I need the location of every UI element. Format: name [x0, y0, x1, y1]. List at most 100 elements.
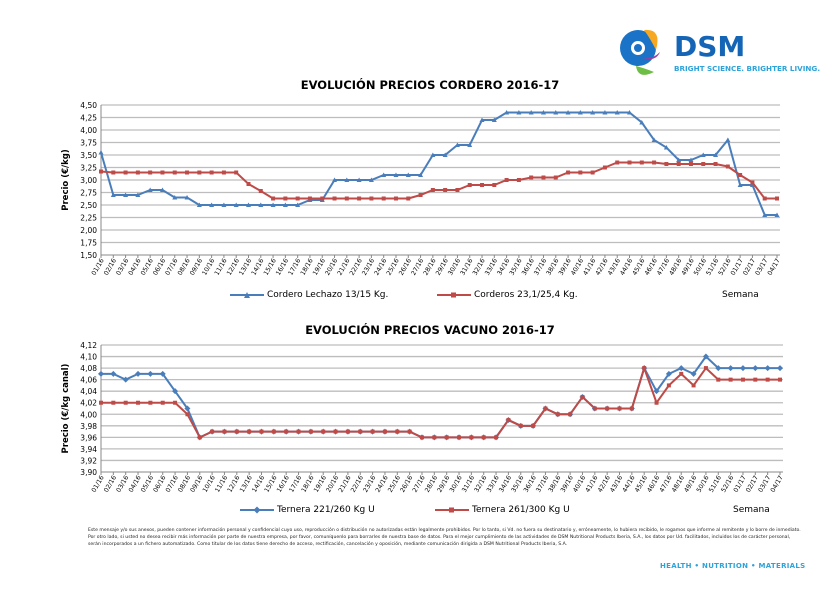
data-point: [271, 429, 276, 434]
legend-label-corderos: Corderos 23,1/25,4 Kg.: [474, 290, 578, 300]
data-point: [749, 182, 755, 187]
data-point: [234, 429, 239, 434]
data-point: [590, 110, 596, 115]
dsm-logo-mark-icon: [620, 29, 660, 75]
data-point: [332, 177, 338, 182]
data-point: [627, 110, 633, 115]
data-point: [555, 412, 560, 417]
data-point: [259, 429, 264, 434]
data-point: [762, 212, 768, 217]
data-point: [320, 196, 325, 201]
data-point: [197, 170, 202, 175]
data-point: [457, 435, 462, 440]
data-point: [258, 202, 264, 207]
data-point: [159, 187, 165, 192]
data-point: [210, 429, 215, 434]
y-tick-label: 4,02: [80, 399, 97, 408]
y-tick-label: 4,50: [80, 101, 97, 110]
y-tick-label: 4,08: [80, 364, 97, 373]
data-point: [123, 170, 128, 175]
data-point: [455, 188, 460, 192]
y-tick-label: 3,25: [80, 164, 97, 173]
data-point: [639, 120, 645, 125]
data-point: [233, 202, 239, 207]
data-point: [750, 180, 755, 185]
data-point: [617, 406, 622, 411]
data-point: [713, 162, 718, 166]
data-point: [209, 170, 214, 175]
data-point: [147, 187, 153, 192]
legend-swatch-lechazo: [230, 292, 264, 298]
data-point: [99, 169, 103, 174]
data-point: [209, 202, 215, 207]
data-point: [307, 196, 312, 201]
data-point: [344, 177, 350, 182]
y-tick-label: 3,50: [80, 151, 97, 160]
y-tick-label: 1,75: [80, 239, 97, 248]
legend-swatch-corderos: [437, 292, 471, 298]
data-point: [725, 137, 731, 142]
data-point: [357, 196, 362, 201]
legend-swatch-ternera-261: [435, 507, 469, 513]
data-point: [221, 202, 227, 207]
data-point: [715, 365, 722, 372]
chart-2-xlabel: Semana: [733, 505, 770, 515]
data-point: [321, 429, 326, 434]
data-point: [605, 406, 610, 411]
y-tick-label: 4,10: [80, 353, 97, 362]
data-point: [245, 202, 251, 207]
data-point: [651, 137, 657, 142]
data-point: [506, 418, 511, 423]
data-point: [123, 400, 128, 405]
footer-slogan: HEALTH • NUTRITION • MATERIALS: [660, 562, 806, 570]
data-point: [467, 183, 472, 187]
data-point: [295, 202, 301, 207]
data-point: [381, 172, 387, 177]
data-point: [345, 429, 350, 434]
logo-name: DSM: [674, 30, 746, 63]
y-tick-label: 3,75: [80, 139, 97, 148]
y-tick-label: 3,96: [80, 433, 97, 442]
series-line-0: [100, 111, 777, 216]
data-point: [491, 117, 497, 122]
data-point: [540, 110, 546, 115]
data-point: [753, 377, 758, 382]
data-point: [703, 366, 708, 371]
data-point: [652, 160, 657, 165]
x-tick-label: 04/17: [767, 258, 782, 277]
data-point: [234, 170, 239, 175]
data-point: [395, 429, 400, 434]
data-point: [701, 162, 706, 166]
y-tick-label: 4,12: [80, 341, 97, 350]
data-point: [295, 196, 300, 201]
data-point: [173, 400, 178, 405]
data-point: [159, 370, 166, 377]
data-point: [405, 172, 411, 177]
data-point: [765, 377, 770, 382]
chart-2-legend-2: Ternera 261/300 Kg U: [435, 505, 570, 515]
data-point: [197, 435, 202, 440]
data-point: [494, 435, 499, 440]
data-point: [666, 383, 671, 388]
data-point: [737, 182, 743, 187]
data-point: [663, 145, 669, 150]
series-line-1: [101, 364, 780, 439]
data-point: [407, 429, 412, 434]
chart-2-legend: Ternera 221/260 Kg U: [240, 505, 375, 515]
data-point: [135, 370, 142, 377]
data-point: [393, 172, 399, 177]
data-point: [664, 162, 669, 166]
y-tick-label: 3,94: [80, 445, 97, 454]
data-point: [543, 406, 548, 411]
logo-tagline: BRIGHT SCIENCE. BRIGHTER LIVING.: [674, 64, 821, 73]
data-point: [702, 353, 709, 360]
data-point: [147, 370, 154, 377]
legend-label-lechazo: Cordero Lechazo 13/15 Kg.: [267, 290, 389, 300]
legend-label-ternera-221: Ternera 221/260 Kg U: [277, 505, 375, 515]
data-point: [713, 152, 719, 157]
data-point: [370, 429, 375, 434]
data-point: [110, 370, 117, 377]
data-point: [531, 423, 536, 428]
data-point: [629, 406, 634, 411]
legend-label-ternera-261: Ternera 261/300 Kg U: [472, 505, 570, 515]
